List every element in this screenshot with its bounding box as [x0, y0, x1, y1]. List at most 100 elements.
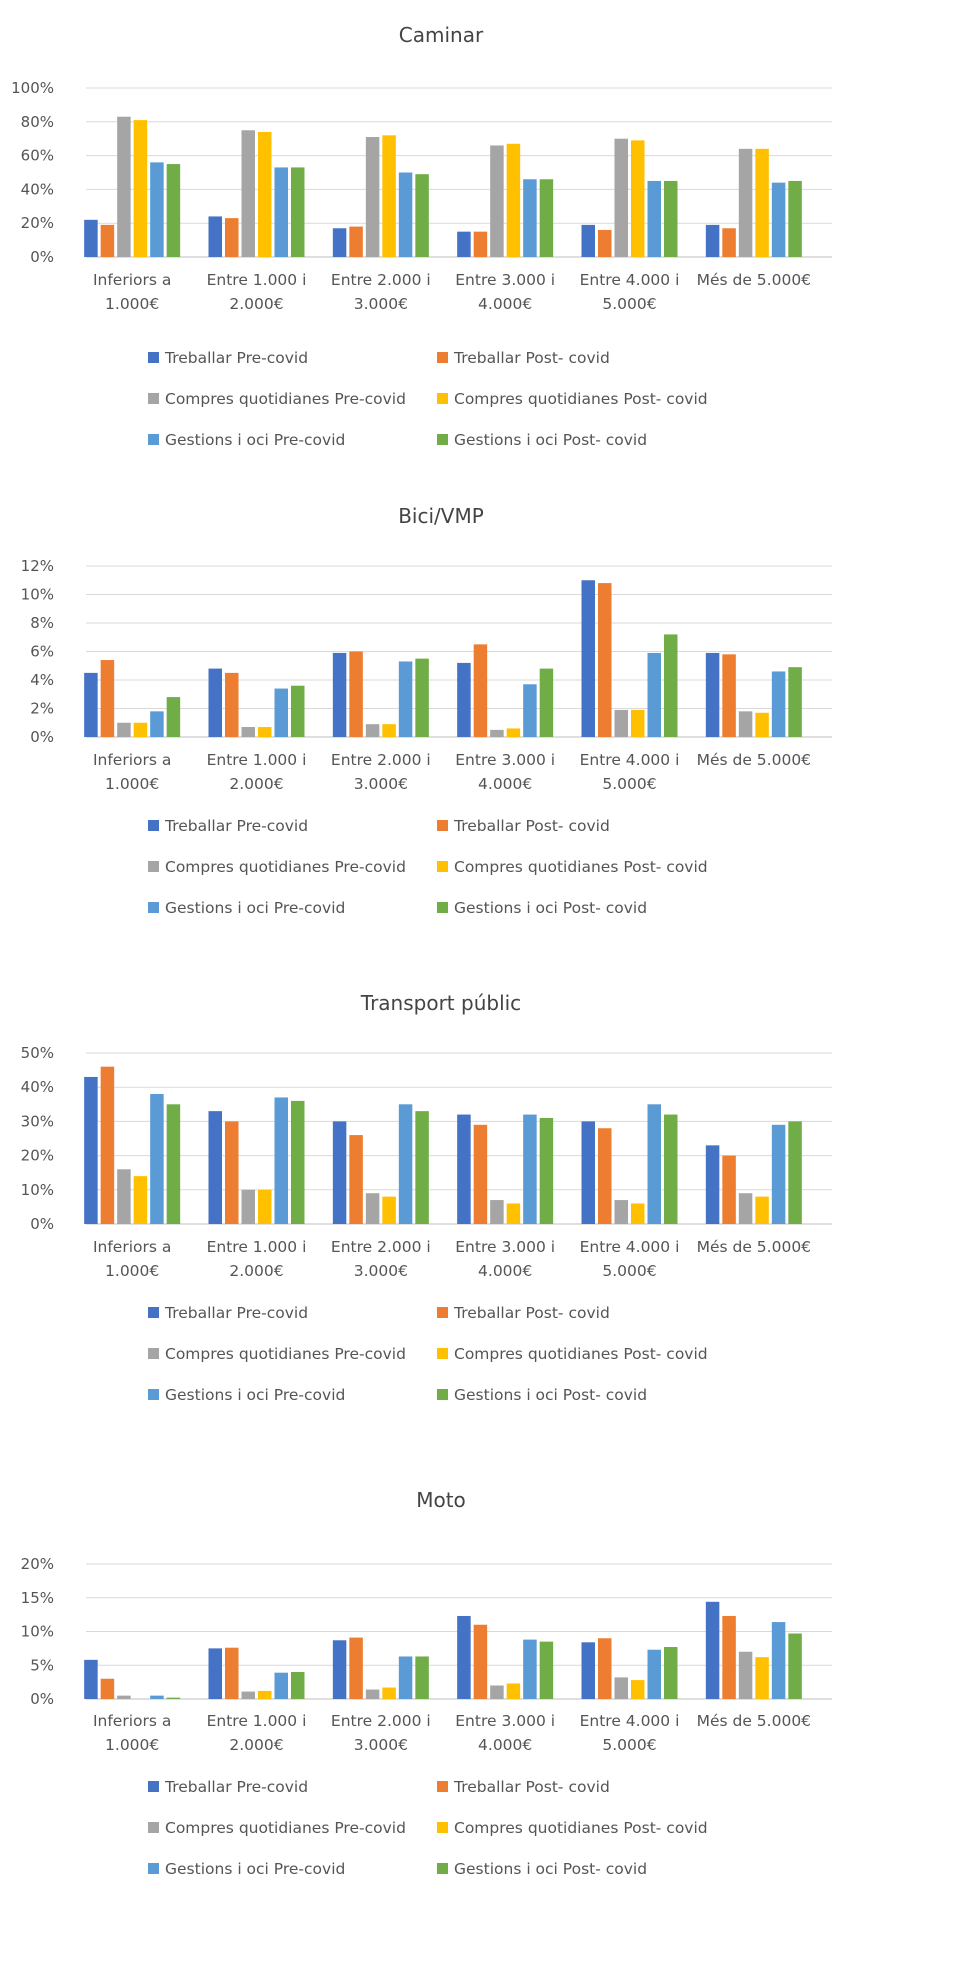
bar: [332, 1640, 347, 1699]
chart-caminar: Caminar 0% 20% 40% 60% 80% 100% Inferiors a 1.00…: [11, 23, 832, 449]
y-tick-label: 6%: [30, 643, 54, 661]
bar: [457, 1615, 471, 1699]
bar: [274, 1672, 288, 1699]
legend-swatch: [437, 434, 448, 445]
legend-label: Treballar Pre-covid: [164, 349, 308, 367]
legend-swatch: [437, 352, 448, 363]
bar: [117, 1695, 131, 1699]
bar: [349, 1637, 363, 1699]
x-category-label: Més de 5.000€: [697, 1712, 811, 1730]
chart-title: Bici/VMP: [398, 504, 484, 528]
x-category-label: Inferiors a: [93, 1712, 171, 1730]
bar: [788, 1121, 802, 1224]
bar: [241, 130, 255, 257]
bar: [382, 724, 396, 737]
bar: [457, 662, 471, 737]
bar: [647, 1649, 661, 1699]
bar: [225, 1647, 239, 1699]
bar: [398, 661, 413, 737]
bar: [166, 1104, 181, 1224]
bar: [332, 652, 347, 737]
bar: [150, 711, 164, 737]
x-category-label: 5.000€: [602, 1262, 656, 1280]
x-category-label: Entre 1.000 i: [207, 1712, 307, 1730]
bar: [473, 231, 488, 257]
bar: [506, 1203, 521, 1224]
x-category-label: Entre 3.000 i: [455, 1238, 555, 1256]
x-category-label: 1.000€: [105, 775, 159, 793]
bar: [473, 1624, 488, 1699]
bar: [208, 216, 222, 257]
bar: [133, 1176, 148, 1224]
bar: [664, 180, 678, 257]
bar: [490, 729, 504, 737]
bar: [84, 1076, 98, 1224]
y-tick-label: 60%: [21, 147, 54, 165]
bar: [365, 1193, 380, 1224]
legend-label: Gestions i oci Post- covid: [454, 1386, 647, 1404]
bar: [382, 135, 396, 257]
legend-label: Compres quotidianes Post- covid: [454, 390, 708, 408]
legend-swatch: [437, 820, 448, 831]
bar: [523, 1114, 537, 1224]
bar: [523, 684, 537, 737]
bar: [755, 148, 769, 257]
legend-swatch: [148, 1348, 159, 1359]
bar: [631, 1680, 645, 1699]
x-category-label: 1.000€: [105, 295, 159, 313]
bar: [100, 1066, 115, 1224]
bar: [349, 226, 363, 257]
legend-label: Compres quotidianes Post- covid: [454, 1345, 708, 1363]
bar: [705, 224, 720, 257]
bar: [771, 1622, 786, 1699]
bar: [598, 1128, 612, 1224]
bar: [631, 1203, 645, 1224]
bar: [84, 672, 98, 737]
legend-swatch: [437, 393, 448, 404]
y-tick-label: 10%: [21, 586, 54, 604]
bar: [539, 179, 554, 257]
bar: [539, 1641, 554, 1699]
legend-label: Compres quotidianes Post- covid: [454, 858, 708, 876]
legend-label: Gestions i oci Pre-covid: [165, 431, 345, 449]
bar: [365, 1689, 380, 1699]
bar: [365, 724, 380, 737]
bar: [631, 709, 645, 737]
x-category-label: Inferiors a: [93, 751, 171, 769]
x-category-label: Entre 2.000 i: [331, 271, 431, 289]
bar: [100, 1678, 115, 1699]
bar: [291, 1100, 305, 1224]
bar: [117, 1169, 131, 1224]
y-tick-label: 10%: [21, 1181, 54, 1199]
legend-swatch: [148, 393, 159, 404]
y-tick-label: 80%: [21, 113, 54, 131]
bar: [722, 654, 736, 737]
bar: [598, 1638, 612, 1699]
bar: [332, 228, 347, 257]
bar: [225, 1121, 239, 1224]
bar: [133, 120, 148, 257]
bar: [208, 1648, 222, 1699]
x-category-label: Inferiors a: [93, 1238, 171, 1256]
legend-label: Compres quotidianes Pre-covid: [165, 390, 406, 408]
x-category-label: 3.000€: [354, 1736, 408, 1754]
x-category-label: 5.000€: [602, 1736, 656, 1754]
bar: [506, 143, 521, 257]
bar: [771, 182, 786, 257]
bar: [647, 1104, 661, 1224]
legend-swatch: [437, 1863, 448, 1874]
x-category-label: 4.000€: [478, 295, 532, 313]
bar: [705, 652, 720, 737]
bar: [100, 224, 115, 257]
x-category-label: 3.000€: [354, 295, 408, 313]
bar: [738, 148, 753, 257]
legend-label: Treballar Pre-covid: [164, 1778, 308, 1796]
x-category-label: Entre 1.000 i: [207, 1238, 307, 1256]
legend-swatch: [437, 1781, 448, 1792]
legend-label: Treballar Post- covid: [453, 1778, 610, 1796]
legend-label: Treballar Post- covid: [453, 1304, 610, 1322]
bar: [581, 1121, 595, 1224]
y-tick-label: 4%: [30, 671, 54, 689]
bar: [755, 1196, 769, 1224]
